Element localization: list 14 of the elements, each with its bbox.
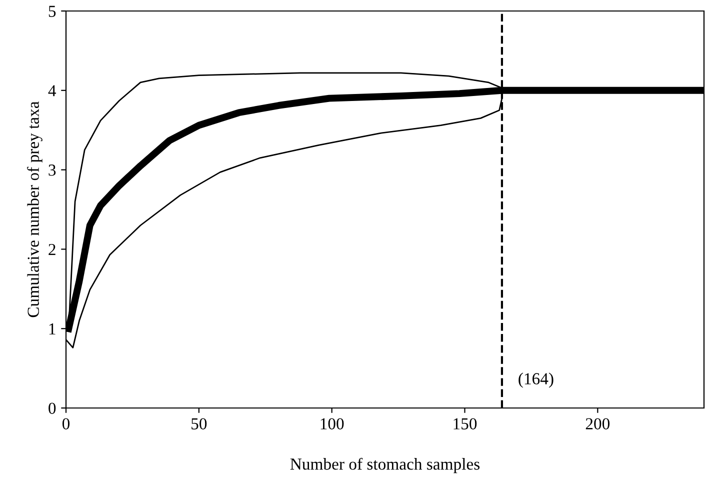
x-tick-label: 100 [320, 418, 344, 430]
y-tick-label: 3 [48, 164, 56, 176]
y-tick-label: 0 [48, 402, 56, 414]
y-tick-label: 4 [48, 85, 56, 96]
x-axis-title: Number of stomach samples [290, 458, 480, 474]
x-tick-label: 50 [192, 418, 207, 430]
x-tick-label: 200 [586, 418, 610, 430]
y-tick-label: 5 [48, 6, 56, 17]
y-tick-label: 2 [48, 244, 56, 255]
x-tick-label: 150 [454, 418, 477, 430]
x-tick-label: 0 [62, 418, 70, 430]
y-axis-title: Cumulative number of prey taxa [27, 101, 42, 318]
ref-line-label: (164) [518, 372, 554, 388]
y-tick-label: 1 [49, 323, 56, 334]
